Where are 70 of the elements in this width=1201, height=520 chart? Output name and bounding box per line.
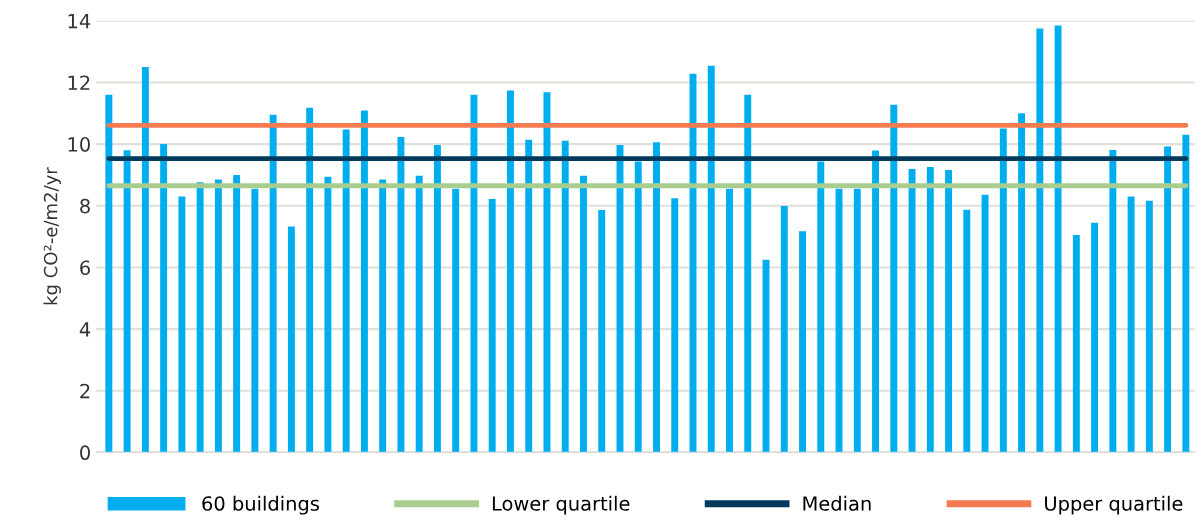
bar [251,188,259,453]
y-tick-label: 4 [79,322,91,337]
bar [744,94,752,453]
bar [780,206,788,453]
bar [1091,222,1099,453]
bar [141,67,149,453]
bar [707,65,715,453]
bar [415,175,423,453]
y-tick-label: 2 [80,383,90,399]
y-tick-label: 0 [80,445,90,461]
bar [1164,146,1172,453]
legend-label: Lower quartile [492,495,630,515]
bar [506,90,514,453]
bar [598,210,606,453]
bar [324,176,332,453]
y-tick-label: 6 [80,260,90,276]
bar [452,188,460,453]
bar [470,94,478,453]
bar [306,107,314,453]
bar [196,182,204,453]
bar [908,169,916,453]
bar [269,114,277,453]
bar [160,144,168,453]
bar [1182,134,1190,453]
bar [653,142,660,453]
bar [287,226,295,453]
legend-label: 60 buildings [202,495,319,515]
bar [525,139,533,453]
bar [379,179,387,453]
bar [1036,28,1044,453]
bar [233,174,241,453]
bar [1072,235,1080,453]
bar [999,128,1007,453]
bar [853,188,861,453]
bar [945,170,953,453]
bar [1127,196,1135,453]
bar [726,188,733,453]
bar [105,94,113,453]
y-tick-label: 14 [68,14,91,29]
bar [926,166,934,453]
bar [561,140,569,453]
bar [342,129,350,453]
bar [890,104,898,453]
bar [981,194,989,453]
bar [360,110,368,453]
bar [963,209,971,453]
bar [671,198,679,453]
legend-label: Upper quartile [1045,495,1183,515]
bar [397,137,405,453]
bar [543,92,551,453]
bar [835,188,843,453]
bar [1054,25,1062,453]
bar [178,196,186,453]
bar [488,198,496,453]
y-tick-label: 10 [68,137,90,152]
bar [1109,149,1117,453]
bar [580,175,587,453]
y-tick-label: 8 [80,198,90,214]
bar [817,161,825,453]
bar [872,150,880,453]
bar [634,161,642,453]
bar [1018,113,1026,453]
bar [214,179,222,453]
bar [433,145,441,453]
y-axis-title: kg CO²-e/m2/yr [43,167,61,305]
bar [799,231,806,453]
bar [1145,200,1153,453]
y-tick-label: 12 [68,75,90,90]
bar [123,150,131,453]
legend-label: Median [803,495,871,511]
